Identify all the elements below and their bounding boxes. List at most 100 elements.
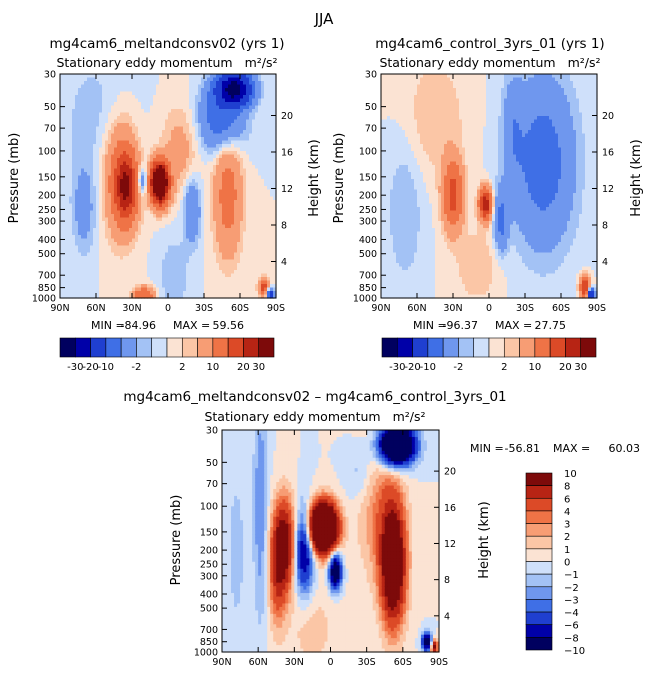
field-cell [270,252,274,257]
field-cell [165,81,169,86]
field-cell [273,158,277,163]
field-cell [141,81,145,86]
field-cell [252,228,256,233]
field-cell [102,189,106,194]
field-cell [162,130,166,135]
field-cell [216,130,220,135]
field-cell [210,168,214,173]
field-cell [264,287,268,292]
field-cell [189,154,193,159]
field-cell [234,91,238,96]
field-cell [147,294,151,299]
field-cell [222,175,226,180]
field-cell [183,119,187,124]
field-cell [72,207,76,212]
field-cell [93,130,97,135]
field-cell [273,210,277,215]
field-cell [78,154,82,159]
field-cell [168,98,172,103]
field-cell [255,228,259,233]
field-cell [258,228,262,233]
field-cell [132,81,136,86]
field-cell [189,165,193,170]
field-cell [108,256,112,261]
field-cell [162,91,166,96]
field-cell [183,105,187,110]
field-cell [207,140,211,145]
field-cell [210,263,214,268]
field-cell [387,249,391,254]
field-cell [219,158,223,163]
field-cell [177,172,181,177]
field-cell [138,84,142,89]
field-cell [195,105,199,110]
field-cell [144,200,148,205]
field-cell [84,210,88,215]
field-cell [120,95,124,100]
field-cell [90,95,94,100]
field-cell [141,210,145,215]
field-cell [384,228,388,233]
field-cell [384,98,388,103]
field-cell [192,207,196,212]
field-cell [147,81,151,86]
field-cell [66,224,70,229]
field-cell [132,245,136,250]
field-cell [105,238,109,243]
field-cell [240,130,244,135]
field-cell [105,116,109,121]
field-cell [96,74,100,79]
field-cell [96,235,100,240]
field-cell [114,214,118,219]
field-cell [258,256,262,261]
field-cell [207,144,211,149]
field-cell [111,221,115,226]
field-cell [210,119,214,124]
field-cell [201,186,205,191]
field-cell [240,88,244,93]
field-cell [156,91,160,96]
field-cell [258,140,262,145]
field-cell [66,259,70,264]
field-cell [165,133,169,138]
field-cell [195,210,199,215]
field-cell [246,259,250,264]
field-cell [216,112,220,117]
field-cell [384,119,388,124]
field-cell [90,221,94,226]
field-cell [198,119,202,124]
field-cell [381,123,385,128]
field-cell [240,133,244,138]
field-cell [147,270,151,275]
field-cell [174,133,178,138]
field-cell [249,256,253,261]
field-cell [72,147,76,152]
field-cell [261,266,265,271]
field-cell [201,130,205,135]
field-cell [153,91,157,96]
field-cell [150,119,154,124]
field-cell [69,291,73,296]
field-cell [102,165,106,170]
field-cell [165,151,169,156]
field-cell [84,224,88,229]
field-cell [75,287,79,292]
field-cell [174,109,178,114]
field-cell [273,273,277,278]
field-cell [264,203,268,208]
field-cell [144,158,148,163]
field-cell [168,74,172,79]
field-cell [264,207,268,212]
field-cell [384,186,388,191]
field-cell [102,172,106,177]
field-cell [210,224,214,229]
field-cell [162,200,166,205]
field-cell [105,161,109,166]
field-cell [63,119,67,124]
field-cell [87,165,91,170]
field-cell [111,144,115,149]
field-cell [174,210,178,215]
field-cell [243,182,247,187]
field-cell [228,277,232,282]
field-cell [186,84,190,89]
